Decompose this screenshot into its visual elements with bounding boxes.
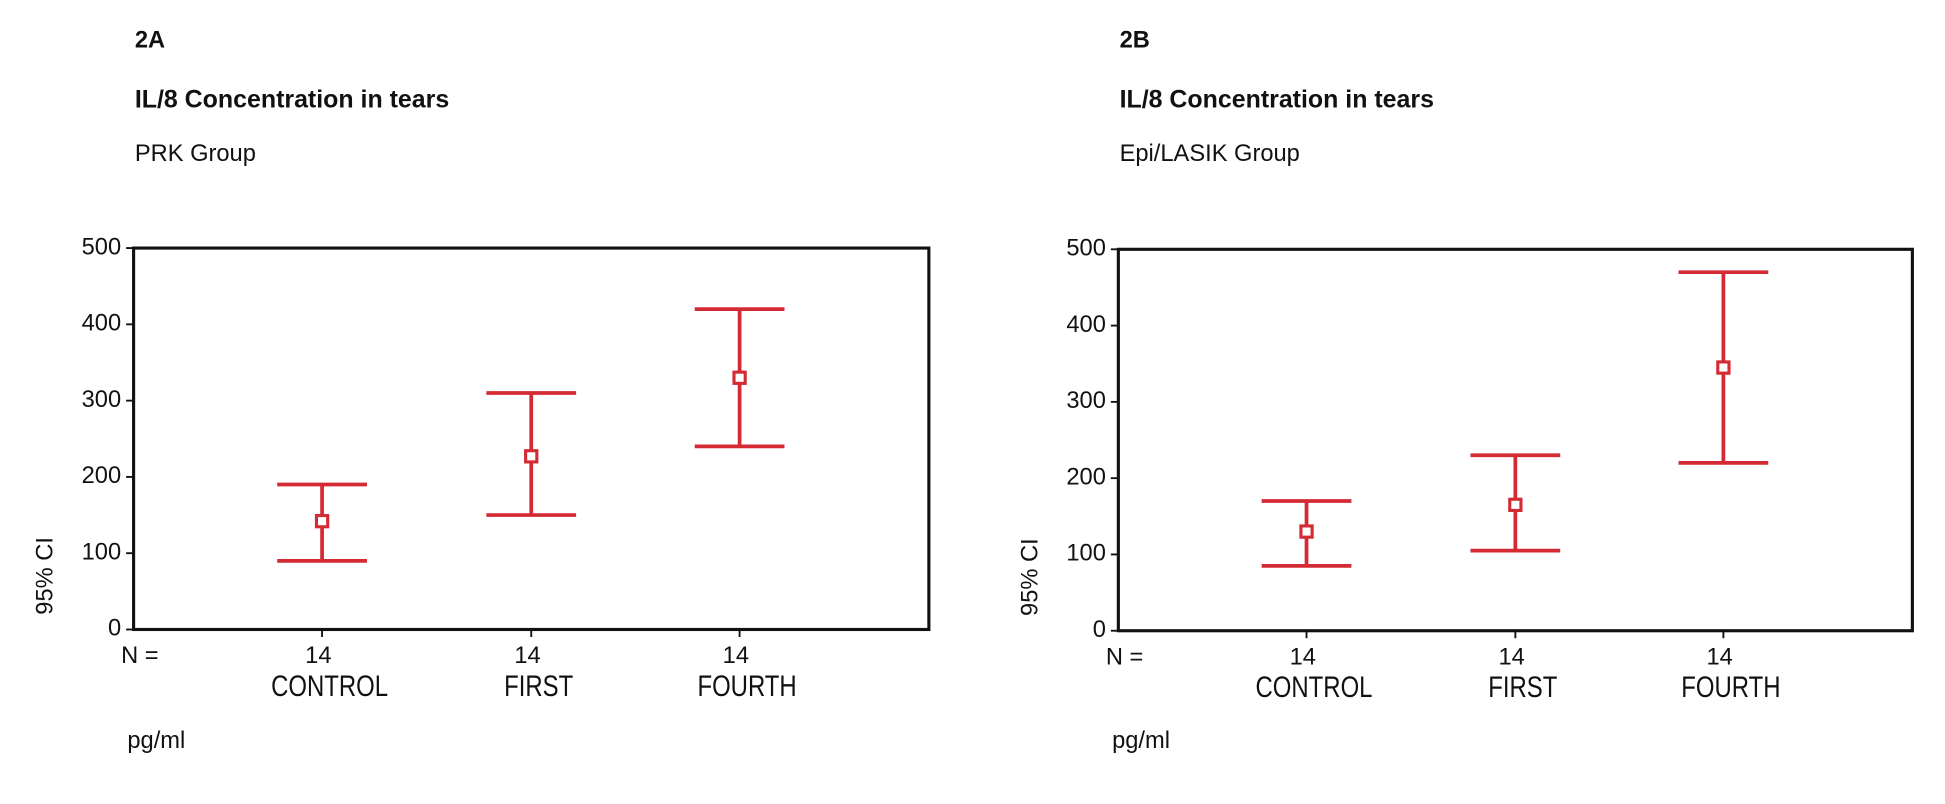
y-tick-label: 500 [1066, 236, 1106, 262]
mean-marker [1716, 360, 1731, 375]
y-tick-label: 0 [108, 616, 121, 642]
y-tick-label: 100 [1066, 541, 1106, 567]
panel-label: 2B [1120, 27, 1150, 53]
x-axis-label: pg/ml [127, 728, 185, 754]
x-tick-label: CONTROL [1256, 670, 1373, 704]
panel-label: 2A [135, 27, 165, 53]
y-tick-label: 100 [82, 539, 121, 565]
chart-title: IL/8 Concentration in tears [135, 86, 449, 114]
x-tick-label: CONTROL [271, 668, 388, 702]
x-tick-label: FOURTH [1681, 670, 1780, 704]
mean-marker [732, 370, 747, 385]
mean-marker [1508, 497, 1523, 513]
n-value: 14 [1498, 644, 1524, 670]
n-value: 14 [514, 643, 540, 669]
n-value: 14 [723, 643, 749, 669]
plot-frame [132, 246, 931, 632]
chart-title: IL/8 Concentration in tears [1120, 86, 1434, 114]
x-tick-label: FOURTH [697, 668, 796, 702]
mean-marker [314, 513, 330, 529]
y-tick-label: 200 [82, 463, 121, 489]
x-axis-label: pg/ml [1112, 728, 1170, 754]
y-tick-label: 200 [1066, 464, 1106, 490]
n-label: N = [1106, 644, 1144, 670]
mean-marker [1299, 524, 1314, 539]
chart-subtitle: Epi/LASIK Group [1120, 141, 1300, 167]
y-axis-label: 95% CI [33, 537, 59, 615]
n-value: 14 [1290, 644, 1316, 670]
n-label: N = [121, 643, 158, 669]
x-tick-label: FIRST [1488, 670, 1557, 704]
y-tick-label: 0 [1093, 617, 1106, 643]
x-tick-label: FIRST [504, 668, 573, 702]
y-tick-label: 400 [1066, 312, 1106, 338]
y-tick-label: 300 [82, 387, 121, 413]
n-value: 14 [305, 643, 331, 669]
y-tick-label: 400 [82, 311, 121, 337]
y-axis-label: 95% CI [1017, 538, 1043, 616]
y-tick-label: 300 [1066, 388, 1106, 414]
y-tick-label: 500 [82, 234, 121, 260]
n-value: 14 [1706, 644, 1732, 670]
mean-marker [524, 449, 539, 464]
plot-frame [1116, 247, 1914, 633]
chart-subtitle: PRK Group [135, 141, 256, 167]
